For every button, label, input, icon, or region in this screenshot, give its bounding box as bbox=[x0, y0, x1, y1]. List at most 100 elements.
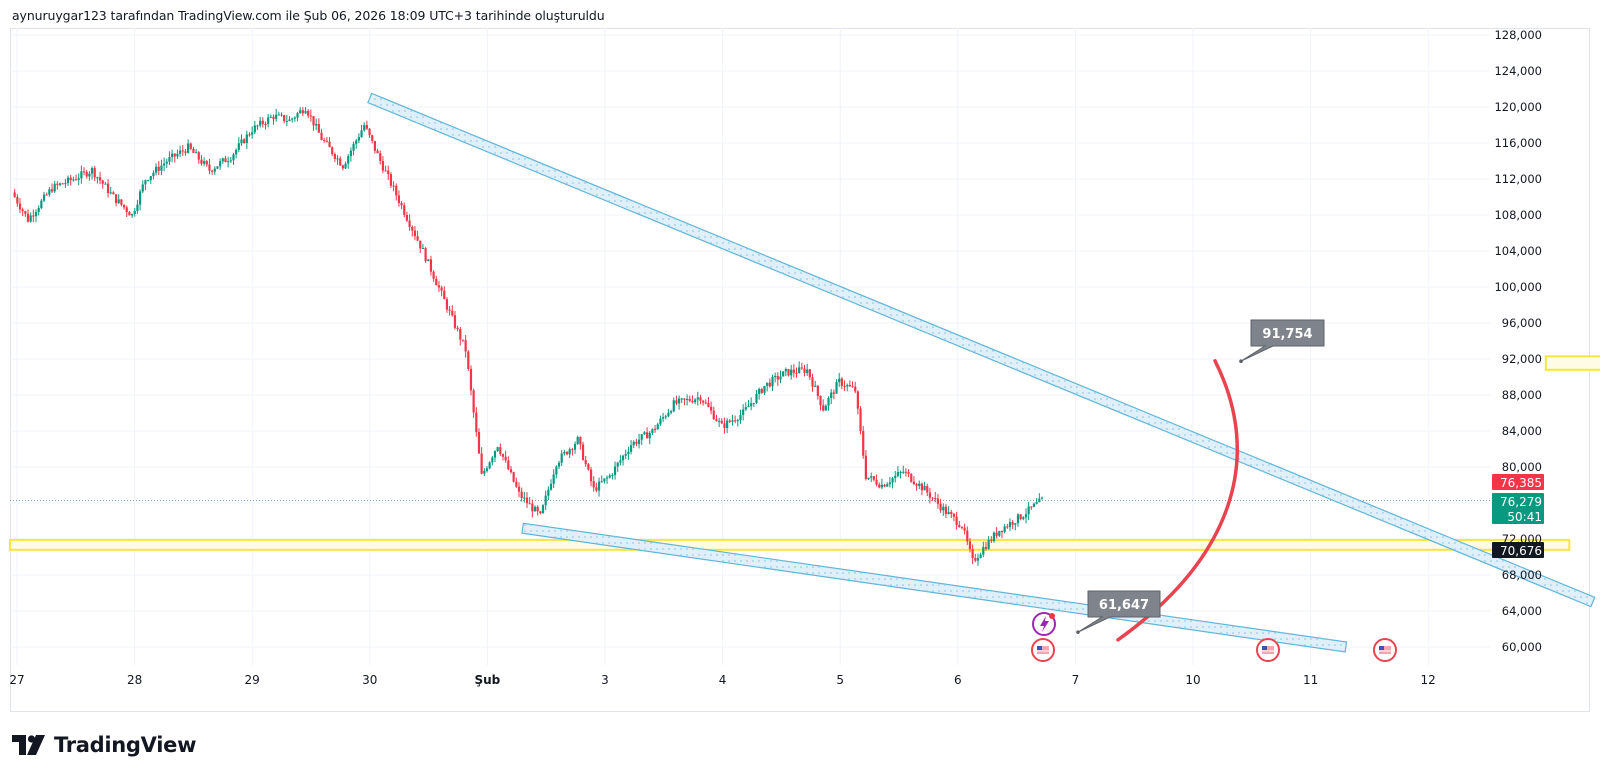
candle-body bbox=[683, 398, 686, 400]
candle-body bbox=[555, 466, 558, 475]
candle-body bbox=[736, 420, 739, 422]
candle-body bbox=[702, 400, 705, 403]
candle-body bbox=[846, 384, 849, 387]
candle-body bbox=[1000, 530, 1004, 533]
candle-body bbox=[149, 176, 152, 181]
candle-body bbox=[299, 110, 302, 114]
candle-body bbox=[1006, 526, 1009, 528]
candle-body bbox=[203, 161, 206, 164]
candle-body bbox=[995, 532, 998, 536]
candle-body bbox=[456, 327, 459, 330]
candle-body bbox=[146, 180, 150, 182]
candle-body bbox=[1008, 522, 1012, 527]
candle-body bbox=[296, 113, 299, 118]
candle-body bbox=[784, 368, 787, 372]
candle-body bbox=[587, 464, 590, 470]
candle-body bbox=[213, 168, 216, 172]
candle-body bbox=[293, 117, 296, 119]
time-tick-label: Şub bbox=[475, 673, 501, 687]
candle-body bbox=[491, 457, 494, 463]
candle-body bbox=[80, 171, 83, 179]
candle-body bbox=[774, 375, 777, 378]
candle-body bbox=[960, 527, 964, 529]
candle-body bbox=[181, 150, 184, 152]
candle-body bbox=[1016, 514, 1020, 524]
candle-body bbox=[605, 477, 609, 479]
candle-body bbox=[611, 474, 614, 476]
candle-body bbox=[990, 539, 993, 541]
candle-body bbox=[373, 140, 377, 151]
candle-body bbox=[272, 116, 275, 119]
candle-body bbox=[395, 185, 398, 196]
candle-body bbox=[680, 398, 683, 400]
chart-caption: aynuruygar123 tarafından TradingView.com… bbox=[12, 8, 605, 23]
candle-body bbox=[307, 111, 310, 116]
candle-body bbox=[114, 194, 118, 203]
candle-body bbox=[822, 405, 825, 411]
candle-body bbox=[926, 486, 929, 493]
candle-body bbox=[485, 468, 489, 471]
candle-body bbox=[267, 117, 270, 125]
candle-body bbox=[253, 125, 256, 133]
candle-body bbox=[187, 143, 190, 153]
candle-body bbox=[931, 497, 934, 499]
price-tick-label: 108,000 bbox=[1494, 208, 1542, 222]
candle-body bbox=[760, 388, 763, 393]
candle-body bbox=[621, 455, 625, 461]
candle-body bbox=[368, 128, 371, 136]
candle-body bbox=[424, 248, 427, 262]
candle-body bbox=[397, 195, 401, 204]
us-event-icon bbox=[1373, 638, 1397, 662]
tradingview-logo-text: TradingView bbox=[54, 733, 197, 757]
candle-body bbox=[176, 153, 179, 157]
candle-body bbox=[899, 471, 902, 473]
candle-body bbox=[811, 377, 814, 387]
candle-body bbox=[26, 213, 30, 222]
candle-body bbox=[640, 434, 643, 440]
candle-body bbox=[58, 183, 62, 185]
candle-body bbox=[790, 369, 793, 376]
flash-event-icon-dot bbox=[1049, 613, 1055, 619]
candle-body bbox=[56, 183, 59, 185]
candle-body bbox=[589, 469, 593, 482]
candle-body bbox=[910, 473, 913, 482]
tradingview-logo[interactable]: TradingView bbox=[12, 730, 196, 760]
price-tick-label: 120,000 bbox=[1494, 100, 1542, 114]
low-callout-anchor bbox=[1076, 630, 1080, 634]
price-tick-label: 64,000 bbox=[1502, 604, 1542, 618]
tradingview-logo-icon bbox=[12, 735, 45, 755]
candle-body bbox=[648, 432, 651, 439]
candle-body bbox=[664, 416, 667, 418]
candle-body bbox=[208, 164, 211, 171]
candle-body bbox=[288, 119, 291, 121]
candle-body bbox=[448, 309, 451, 311]
candle-body bbox=[507, 460, 510, 470]
candle-body bbox=[856, 391, 859, 409]
candle-body bbox=[90, 168, 94, 174]
candle-body bbox=[344, 163, 347, 169]
candle-body bbox=[469, 368, 473, 391]
candle-body bbox=[400, 203, 403, 206]
time-axis[interactable]: 27 28 29 30 Şub 3 4 5 6 7 10 11 12 bbox=[9, 673, 1435, 687]
time-tick-label: 30 bbox=[362, 673, 377, 687]
candle-body bbox=[259, 120, 262, 126]
candle-body bbox=[248, 134, 251, 136]
candle-body bbox=[616, 462, 619, 467]
candle-body bbox=[1019, 514, 1022, 520]
candle-body bbox=[235, 149, 238, 155]
candle-body bbox=[827, 398, 830, 406]
candle-body bbox=[782, 371, 785, 377]
candle-body bbox=[109, 192, 112, 194]
candle-body bbox=[411, 226, 414, 231]
candle-body bbox=[499, 447, 502, 454]
candle-body bbox=[787, 368, 790, 376]
candle-body bbox=[904, 471, 908, 473]
candle-body bbox=[413, 230, 417, 237]
price-tick-label: 96,000 bbox=[1502, 316, 1542, 330]
candle-body bbox=[360, 130, 363, 138]
candle-body bbox=[600, 481, 603, 483]
candle-body bbox=[584, 459, 587, 465]
candle-body bbox=[421, 248, 425, 250]
